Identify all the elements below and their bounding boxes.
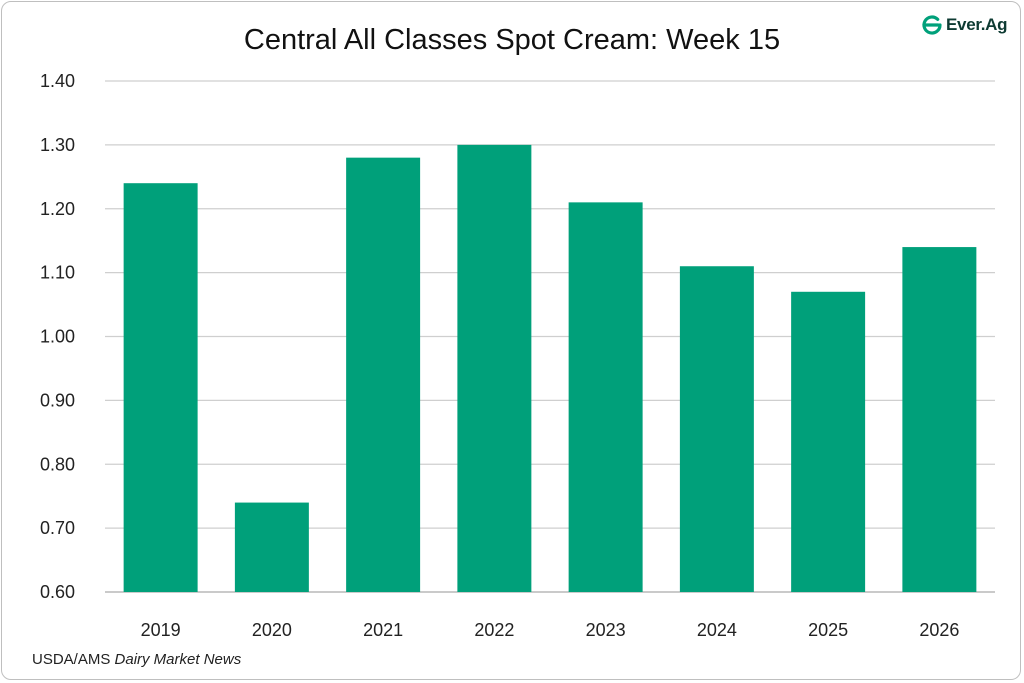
y-tick-label: 1.10 [40, 263, 75, 283]
x-tick-label: 2021 [363, 620, 403, 640]
bar-2023 [568, 202, 643, 593]
brand-logo: Ever.Ag [920, 11, 1008, 39]
brand-name: Ever.Ag [946, 15, 1008, 34]
bar-2020 [234, 502, 309, 592]
x-tick-label: 2025 [808, 620, 848, 640]
x-axis-ticks: 2019 2020 2021 2022 2023 2024 2025 2026 [141, 620, 960, 640]
x-tick-label: 2026 [919, 620, 959, 640]
y-tick-label: 0.80 [40, 454, 75, 474]
chart-title: Central All Classes Spot Cream: Week 15 [243, 24, 781, 56]
everag-logo-icon [922, 15, 942, 35]
bar-2024 [679, 266, 754, 592]
source-publication: Dairy Market News [114, 651, 242, 668]
bar-2022 [457, 144, 532, 592]
y-axis-ticks: 0.60 0.70 0.80 0.90 1.00 1.10 1.20 1.30 1.40 [40, 71, 75, 602]
source-note: USDA/AMS Dairy Market News [32, 651, 241, 668]
x-tick-label: 2024 [697, 620, 737, 640]
y-tick-label: 0.70 [40, 518, 75, 538]
y-tick-label: 1.40 [40, 71, 75, 91]
x-tick-label: 2019 [141, 620, 181, 640]
bar-2019 [123, 183, 198, 592]
y-tick-label: 0.60 [40, 582, 75, 602]
bar-2026 [902, 247, 977, 592]
source-prefix: USDA/AMS [32, 651, 115, 668]
x-tick-label: 2022 [474, 620, 514, 640]
x-tick-label: 2020 [252, 620, 292, 640]
bar-2021 [346, 157, 421, 592]
y-tick-label: 1.20 [40, 199, 75, 219]
x-tick-label: 2023 [586, 620, 626, 640]
bars [123, 144, 977, 593]
y-tick-label: 0.90 [40, 390, 75, 410]
bar-2025 [791, 291, 866, 592]
y-tick-label: 1.30 [40, 135, 75, 155]
y-tick-label: 1.00 [40, 327, 75, 347]
